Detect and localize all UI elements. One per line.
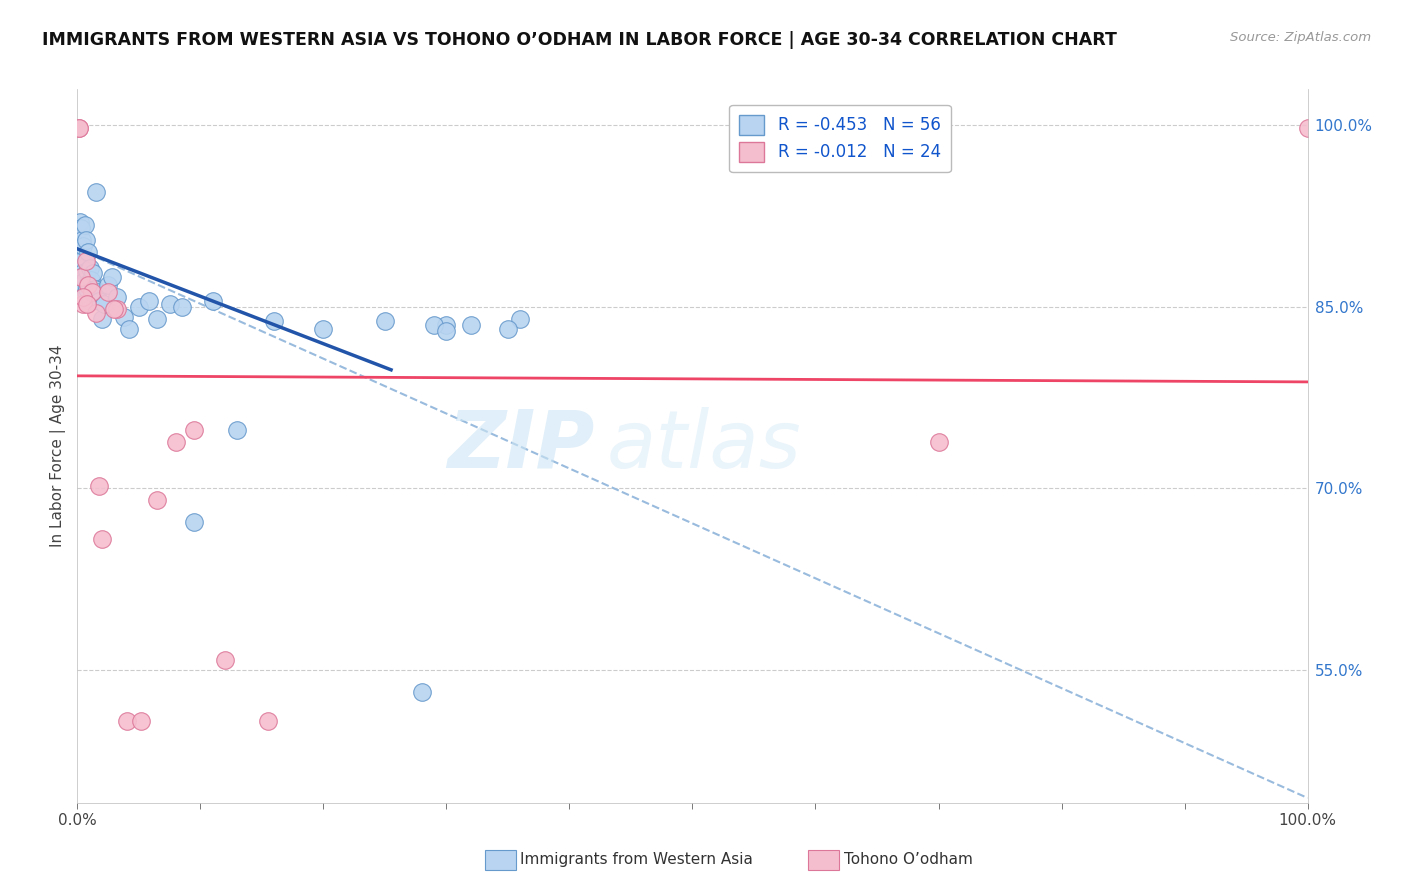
Point: [436, 318, 458, 332]
Y-axis label: In Labor Force | Age 30-34: In Labor Force | Age 30-34: [51, 344, 66, 548]
Text: atlas: atlas: [606, 407, 801, 485]
Point: [70, 233, 93, 247]
Point: [67, 120, 90, 135]
Point: [93, 297, 115, 311]
Point: [118, 321, 141, 335]
Point: [67, 239, 90, 253]
Point: [97, 285, 120, 300]
Point: [73, 218, 96, 232]
Point: [72, 290, 94, 304]
Point: [84, 306, 107, 320]
Point: [201, 293, 224, 308]
Point: [75, 254, 97, 268]
Point: [128, 300, 150, 314]
Point: [73, 273, 96, 287]
Point: [90, 532, 114, 546]
Point: [226, 423, 249, 437]
Point: [89, 293, 111, 308]
Point: [70, 221, 93, 235]
Point: [76, 282, 98, 296]
Point: [70, 269, 93, 284]
Point: [460, 318, 482, 332]
Point: [67, 249, 90, 263]
Point: [214, 653, 236, 667]
Point: [138, 293, 160, 308]
Point: [89, 479, 111, 493]
Point: [257, 714, 280, 728]
Point: [165, 435, 187, 450]
Point: [105, 302, 128, 317]
Point: [70, 273, 93, 287]
Point: [374, 314, 396, 328]
Point: [1296, 120, 1319, 135]
Point: [82, 285, 104, 300]
Text: Source: ZipAtlas.com: Source: ZipAtlas.com: [1230, 31, 1371, 45]
Point: [159, 297, 181, 311]
Point: [70, 254, 93, 268]
Point: [76, 297, 98, 311]
Point: [183, 423, 205, 437]
Point: [70, 261, 93, 276]
Point: [67, 120, 90, 135]
Point: [69, 254, 91, 268]
Point: [112, 310, 135, 324]
Point: [928, 435, 950, 450]
Point: [146, 312, 169, 326]
Point: [90, 312, 114, 326]
Point: [103, 302, 125, 317]
Point: [312, 321, 335, 335]
Point: [263, 314, 285, 328]
Point: [423, 318, 446, 332]
Point: [131, 714, 153, 728]
Point: [76, 263, 98, 277]
Point: [77, 278, 100, 293]
Text: ZIP: ZIP: [447, 407, 595, 485]
Legend: R = -0.453   N = 56, R = -0.012   N = 24: R = -0.453 N = 56, R = -0.012 N = 24: [730, 104, 950, 172]
Point: [77, 276, 100, 290]
Point: [69, 245, 91, 260]
Point: [509, 312, 531, 326]
Point: [82, 266, 104, 280]
Point: [496, 321, 519, 335]
Point: [75, 233, 97, 247]
Point: [183, 515, 205, 529]
Point: [69, 215, 91, 229]
Point: [83, 282, 105, 296]
Point: [86, 285, 108, 300]
Point: [80, 273, 103, 287]
Point: [115, 714, 138, 728]
Point: [75, 285, 97, 300]
Point: [105, 290, 128, 304]
Point: [77, 245, 100, 260]
Text: IMMIGRANTS FROM WESTERN ASIA VS TOHONO O’ODHAM IN LABOR FORCE | AGE 30-34 CORREL: IMMIGRANTS FROM WESTERN ASIA VS TOHONO O…: [42, 31, 1116, 49]
Point: [84, 185, 107, 199]
Point: [97, 278, 120, 293]
Point: [101, 269, 124, 284]
Point: [72, 278, 94, 293]
Point: [72, 239, 94, 253]
Point: [72, 297, 94, 311]
Point: [436, 324, 458, 338]
Text: Immigrants from Western Asia: Immigrants from Western Asia: [520, 853, 754, 867]
Point: [70, 276, 93, 290]
Text: Tohono O’odham: Tohono O’odham: [844, 853, 973, 867]
Point: [79, 293, 101, 308]
Point: [146, 493, 169, 508]
Point: [411, 684, 433, 698]
Point: [70, 266, 93, 280]
Point: [170, 300, 193, 314]
Point: [79, 261, 101, 276]
Point: [82, 285, 104, 300]
